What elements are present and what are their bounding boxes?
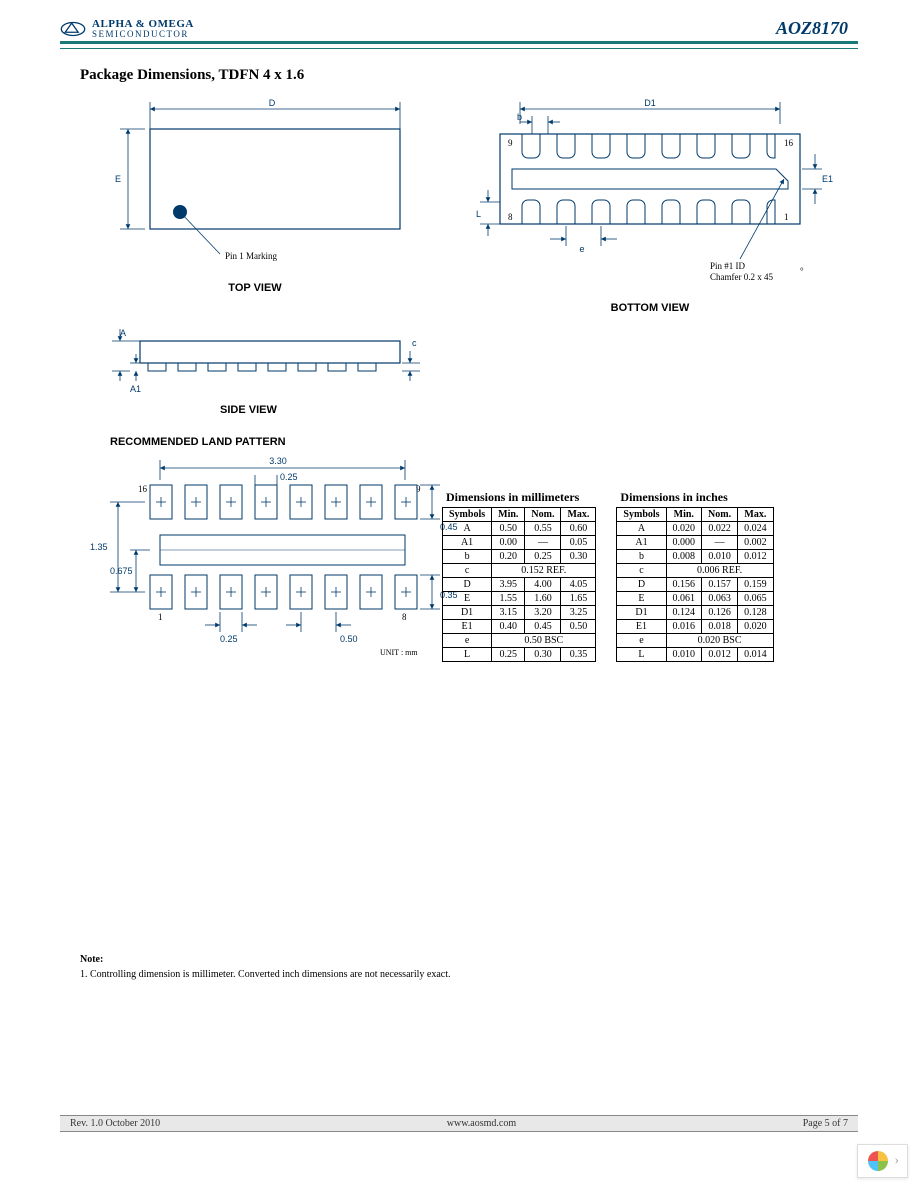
svg-text:1: 1 [158,612,163,622]
land-pattern-svg: 3.30 16 9 0.25 [80,450,480,660]
table-mm: Dimensions in millimeters SymbolsMin.Nom… [442,490,596,662]
footer-rev: Rev. 1.0 October 2010 [70,1118,160,1129]
svg-text:0.675: 0.675 [110,566,133,576]
svg-text:1.35: 1.35 [90,542,108,552]
top-view-label: TOP VIEW [228,282,281,294]
bottom-view-label: BOTTOM VIEW [611,302,690,314]
svg-text:L: L [476,209,481,219]
bottom-view-svg: D1 b [450,94,850,294]
svg-text:A1: A1 [130,384,141,394]
table-in: Dimensions in inches SymbolsMin.Nom.Max.… [616,490,773,662]
page-header: ALPHA & OMEGA SEMICONDUCTOR AOZ8170 [60,18,858,44]
company-logo: ALPHA & OMEGA SEMICONDUCTOR [60,19,194,39]
land-pattern-title: RECOMMENDED LAND PATTERN [110,436,858,448]
svg-text:°: ° [800,266,804,276]
svg-text:0.50: 0.50 [340,634,358,644]
bottom-view-diagram: D1 b [450,94,850,314]
svg-text:Chamfer 0.2 x 45: Chamfer 0.2 x 45 [710,272,773,282]
footer-url: www.aosmd.com [447,1118,516,1129]
side-view-diagram: A c A1 SIDE VIEW [90,326,858,416]
top-view-diagram: D E Pin 1 Marking TOP VIEW [90,94,420,314]
side-view-svg: A c A1 [90,326,430,396]
section-title: Package Dimensions, TDFN 4 x 1.6 [80,67,858,84]
viewer-widget[interactable]: › [857,1144,908,1178]
svg-text:8: 8 [402,612,407,622]
svg-text:0.25: 0.25 [220,634,238,644]
note-section: Note: 1. Controlling dimension is millim… [80,954,858,980]
part-number: AOZ8170 [776,18,858,39]
svg-text:Pin 1 Marking: Pin 1 Marking [225,251,278,261]
svg-text:0.25: 0.25 [280,472,298,482]
logo-icon [60,19,86,39]
side-view-label: SIDE VIEW [220,404,277,416]
top-view-svg: D E Pin 1 Marking [90,94,420,274]
svg-text:16: 16 [784,138,794,148]
svg-text:c: c [412,338,417,348]
svg-text:E: E [115,174,121,184]
footer-page: Page 5 of 7 [803,1118,848,1129]
svg-text:1: 1 [784,212,789,222]
svg-text:e: e [579,244,584,254]
dimensions-tables: Dimensions in millimeters SymbolsMin.Nom… [442,490,774,662]
svg-text:16: 16 [138,484,148,494]
note-text: 1. Controlling dimension is millimeter. … [80,969,858,980]
company-name-line2: SEMICONDUCTOR [92,30,194,39]
svg-text:9: 9 [508,138,513,148]
note-title: Note: [80,954,858,965]
svg-text:D: D [269,98,276,108]
table-in-caption: Dimensions in inches [616,490,773,505]
table-mm-caption: Dimensions in millimeters [442,490,596,505]
svg-text:A: A [120,328,126,338]
svg-text:E1: E1 [822,174,833,184]
svg-text:b: b [517,112,522,122]
pinwheel-icon [866,1149,890,1173]
svg-text:8: 8 [508,212,513,222]
page-footer: Rev. 1.0 October 2010 www.aosmd.com Page… [60,1115,858,1132]
svg-text:Pin #1 ID: Pin #1 ID [710,261,746,271]
svg-text:UNIT : mm: UNIT : mm [380,648,418,657]
svg-text:3.30: 3.30 [269,456,287,466]
chevron-right-icon[interactable]: › [894,1153,899,1169]
svg-text:D1: D1 [644,98,656,108]
